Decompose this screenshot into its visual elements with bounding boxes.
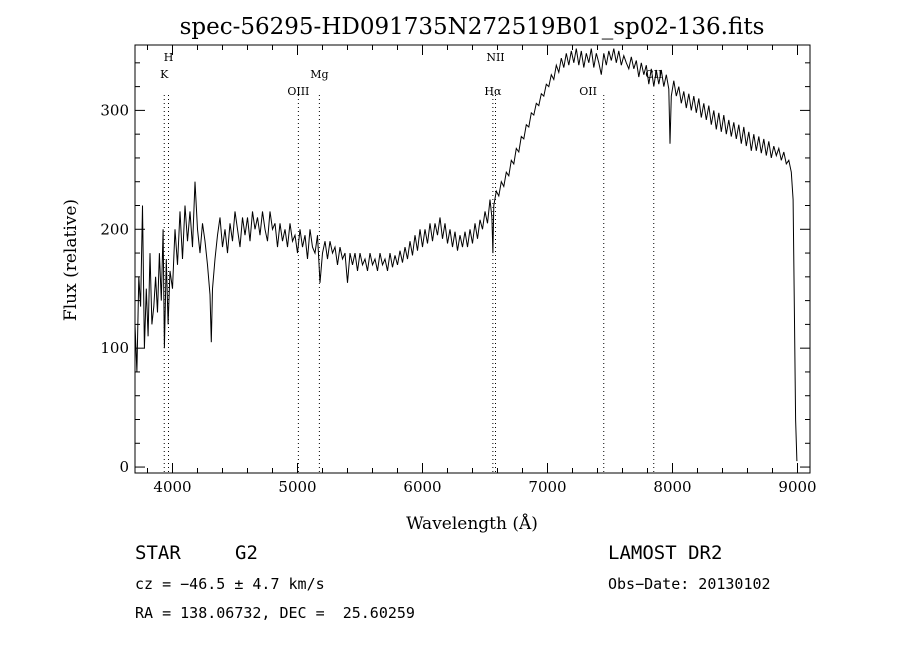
class-label: STAR: [135, 542, 181, 564]
y-tick-label: 300: [100, 101, 129, 119]
chart-title: spec-56295-HD091735N272519B01_sp02-136.f…: [180, 14, 765, 40]
line-marker-label: K: [160, 68, 169, 81]
survey-label: LAMOST DR2: [608, 542, 723, 564]
line-marker-label: Hα: [484, 85, 502, 98]
subclass-label: G2: [235, 542, 258, 564]
x-tick-label: 9000: [778, 478, 816, 496]
x-tick-label: 7000: [528, 478, 566, 496]
line-marker-label: OII: [579, 85, 597, 98]
spectrum-line: [134, 48, 798, 462]
x-tick-label: 6000: [403, 478, 441, 496]
line-marker-label: OIII: [287, 85, 309, 98]
y-axis-label: Flux (relative): [61, 199, 81, 321]
line-marker-label: Mg: [310, 68, 328, 81]
x-tick-label: 5000: [278, 478, 316, 496]
x-tick-label: 8000: [653, 478, 691, 496]
y-tick-label: 0: [119, 458, 129, 476]
cz-label: cz = −46.5 ± 4.7 km/s: [135, 575, 325, 593]
radec-label: RA = 138.06732, DEC = 25.60259: [135, 604, 415, 622]
x-axis-label: Wavelength (Å): [406, 513, 538, 534]
plot-area: 4000 5000 6000 7000 8000 9000 0 100 200 300 HK OIII…: [100, 44, 817, 496]
y-tick-label: 200: [100, 220, 129, 238]
line-marker-label: H: [164, 51, 174, 64]
x-tick-label: 4000: [153, 478, 191, 496]
plot-frame: [134, 44, 811, 474]
line-marker-label: NII: [486, 51, 504, 64]
obs-date-label: Obs−Date: 20130102: [608, 575, 771, 593]
y-tick-label: 100: [100, 339, 129, 357]
